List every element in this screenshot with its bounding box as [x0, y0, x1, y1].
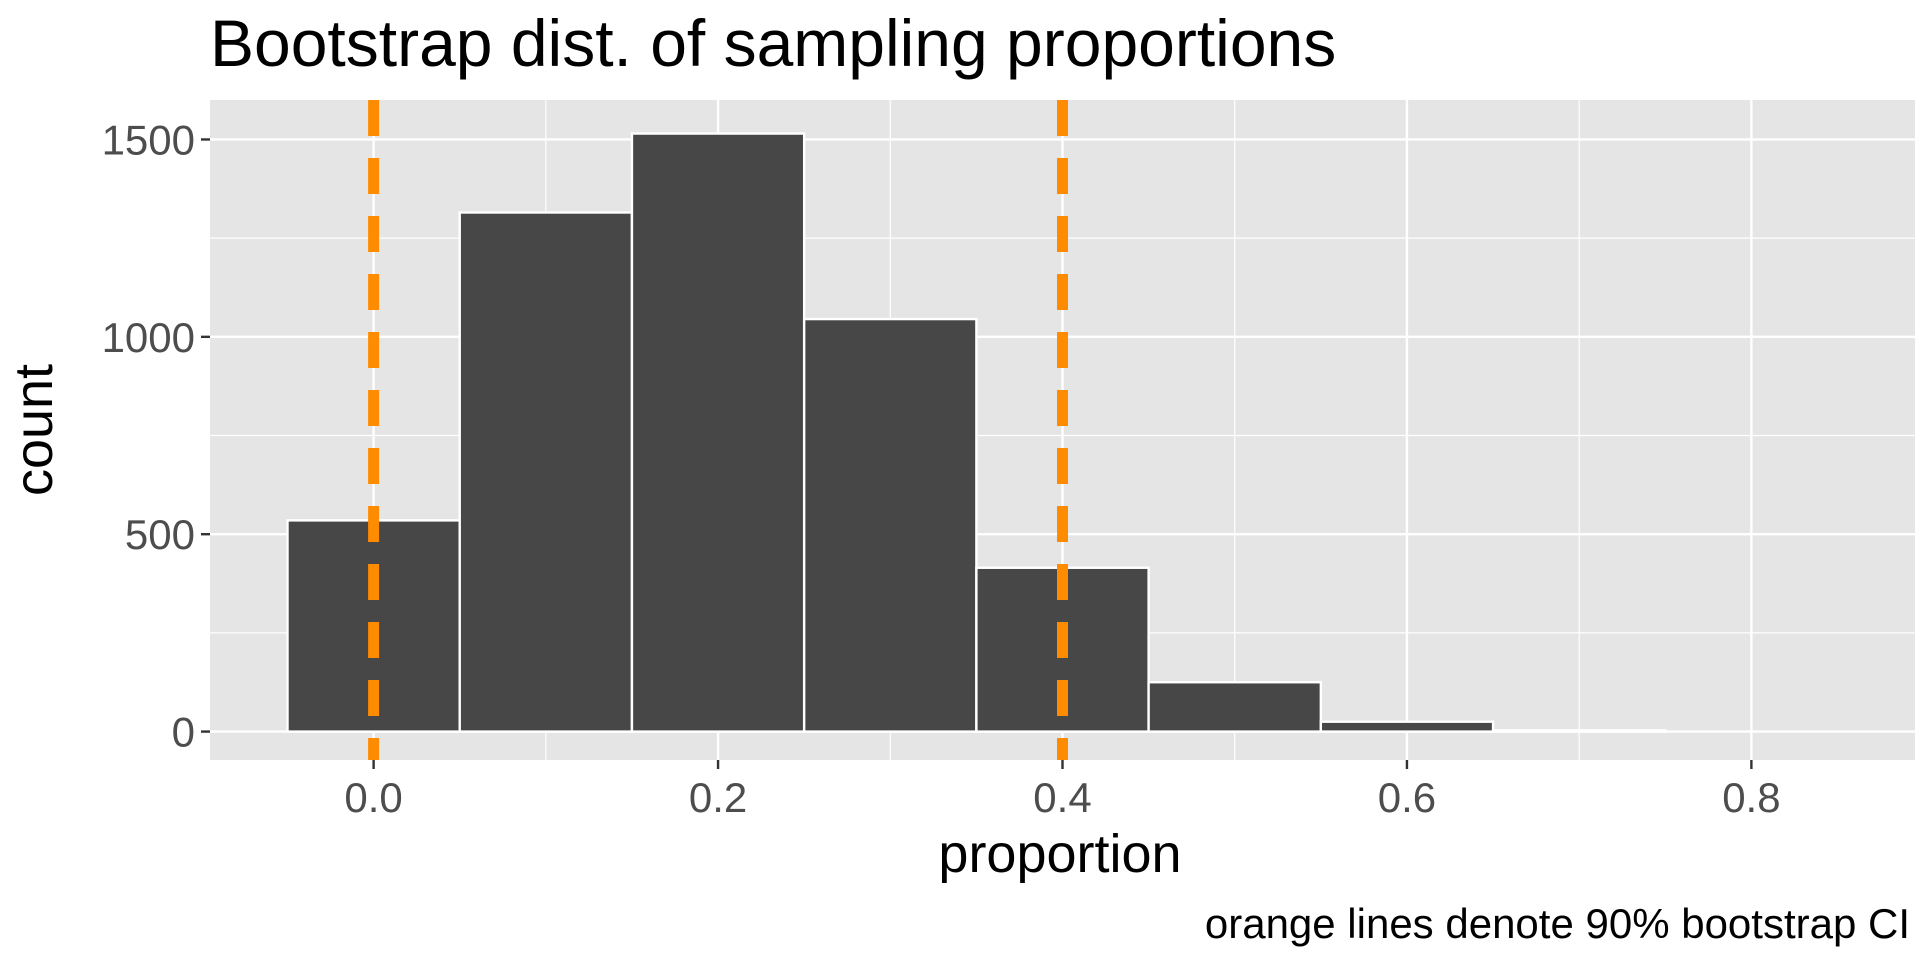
- histogram-bar: [1491, 729, 1667, 733]
- chart-title: Bootstrap dist. of sampling proportions: [210, 6, 1336, 80]
- y-axis-title: count: [4, 364, 64, 496]
- chart-caption: orange lines denote 90% bootstrap CI: [1205, 900, 1910, 947]
- x-tick-label: 0.0: [344, 774, 402, 821]
- y-tick-label: 1500: [102, 116, 195, 163]
- histogram-bar: [802, 317, 978, 733]
- x-axis: 0.0 0.2 0.4 0.6 0.8: [344, 760, 1781, 821]
- y-axis: 0 500 1000 1500: [102, 116, 210, 756]
- histogram-bar: [630, 132, 806, 733]
- x-tick-label: 0.8: [1722, 774, 1780, 821]
- y-tick-label: 500: [125, 511, 195, 558]
- y-tick-label: 1000: [102, 314, 195, 361]
- x-tick-label: 0.2: [689, 774, 747, 821]
- x-tick-label: 0.6: [1378, 774, 1436, 821]
- x-tick-label: 0.4: [1033, 774, 1091, 821]
- y-tick-label: 0: [172, 709, 195, 756]
- x-axis-title: proportion: [938, 824, 1181, 884]
- ci-lines: [368, 100, 1068, 760]
- histogram-bar: [1147, 681, 1323, 733]
- histogram-bar: [1319, 720, 1495, 733]
- histogram-bar: [458, 211, 634, 733]
